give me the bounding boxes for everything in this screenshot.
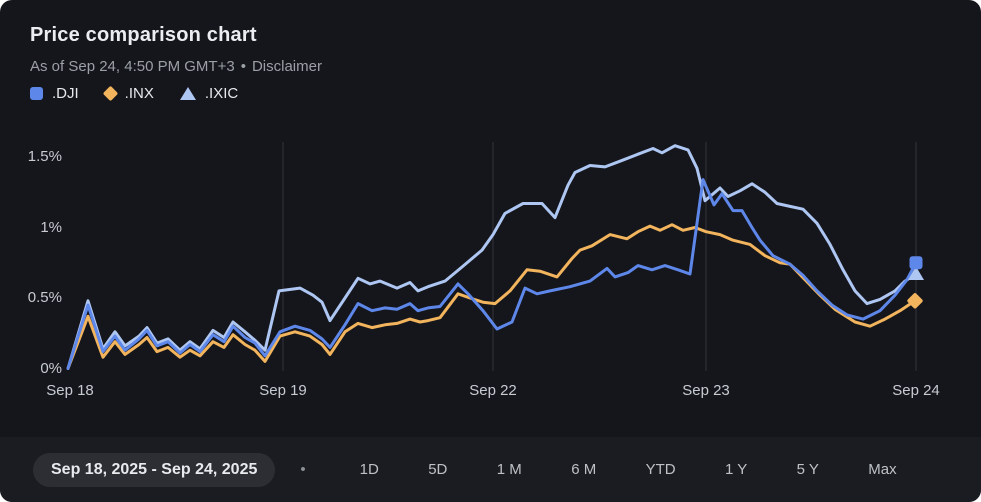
- legend-item-ixic: .IXIC: [179, 84, 239, 102]
- subtitle-dot: •: [240, 58, 246, 75]
- y-tick-label: 1%: [40, 218, 62, 236]
- range-tab-5y[interactable]: 5 Y: [789, 455, 827, 484]
- ixic-triangle-icon: [179, 86, 196, 100]
- range-tab-1y[interactable]: 1 Y: [717, 455, 755, 484]
- legend-label: .INX: [124, 84, 154, 102]
- range-tab-1m[interactable]: 1 M: [489, 455, 530, 484]
- y-tick-label: 0.5%: [27, 289, 62, 306]
- range-tab-6m[interactable]: 6 M: [563, 455, 604, 484]
- page-title: Price comparison chart: [30, 24, 257, 46]
- date-range-button[interactable]: Sep 18, 2025 - Sep 24, 2025: [33, 452, 276, 487]
- range-tab-1d[interactable]: 1D: [352, 455, 387, 484]
- range-tab-ytd[interactable]: YTD: [638, 455, 684, 484]
- legend: .DJI .INX .IXIC: [30, 83, 238, 103]
- end-marker-ixic: [908, 266, 924, 281]
- end-marker-inx: [907, 293, 923, 309]
- range-tab-5d[interactable]: 5D: [420, 455, 455, 484]
- toolbar-dot: •: [300, 461, 306, 478]
- x-tick-label: Sep 23: [682, 382, 730, 399]
- y-tick-label: 1.5%: [27, 148, 62, 165]
- disclaimer-link[interactable]: Disclaimer: [251, 58, 322, 75]
- legend-item-inx: .INX: [102, 84, 154, 102]
- range-tabs: 1D 5D 1 M 6 M YTD 1 Y 5 Y Max: [352, 455, 905, 484]
- legend-item-dji: .DJI: [30, 85, 79, 102]
- x-tick-label: Sep 22: [469, 382, 517, 399]
- dji-square-icon: [30, 86, 43, 100]
- as-of-text: As of Sep 24, 4:50 PM GMT+3: [30, 58, 235, 75]
- x-tick-label: Sep 24: [892, 382, 940, 399]
- x-tick-label: Sep 19: [259, 382, 307, 399]
- end-marker-dji: [909, 256, 923, 270]
- inx-diamond-icon: [102, 85, 118, 101]
- legend-label: .IXIC: [204, 84, 239, 102]
- series-line-inx: [66, 223, 917, 370]
- bottom-toolbar: Sep 18, 2025 - Sep 24, 2025 • 1D 5D 1 M 6 M…: [0, 437, 981, 502]
- series-line-ixic: [66, 144, 918, 370]
- y-tick-label: 0%: [40, 359, 62, 377]
- as-of-row: As of Sep 24, 4:50 PM GMT+3 • Disclaimer: [30, 58, 322, 75]
- range-tab-max[interactable]: Max: [860, 455, 904, 484]
- legend-label: .DJI: [52, 84, 79, 102]
- x-tick-label: Sep 18: [46, 382, 94, 399]
- series-line-dji: [66, 178, 918, 370]
